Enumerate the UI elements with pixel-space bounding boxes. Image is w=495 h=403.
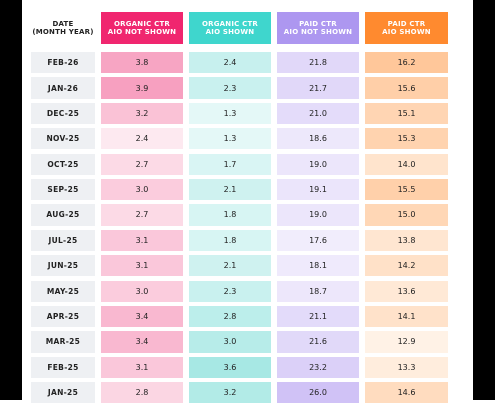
row-date: APR-25	[31, 305, 95, 328]
cell-organic-ctr-aio-shown: 2.4	[189, 52, 271, 74]
table-row: FEB-25 3.1 3.6 23.2 13.3	[31, 356, 460, 378]
cell-organic-ctr-aio-shown: 2.3	[189, 280, 271, 302]
cell-paid-ctr-aio-shown: 15.6	[365, 77, 448, 99]
row-date: DEC-25	[31, 102, 95, 125]
cell-organic-ctr-aio-not-shown: 3.0	[101, 178, 183, 201]
table-row: JAN-26 3.9 2.3 21.7 15.6	[31, 77, 460, 99]
cell-organic-ctr-aio-not-shown: 3.4	[101, 331, 183, 353]
cell-paid-ctr-aio-shown: 16.2	[365, 52, 448, 74]
row-date: MAR-25	[31, 331, 95, 353]
cell-organic-ctr-aio-not-shown: 3.2	[101, 102, 183, 125]
cell-paid-ctr-aio-not-shown: 19.0	[277, 204, 359, 226]
cell-organic-ctr-aio-shown: 3.2	[189, 382, 271, 403]
row-date: OCT-25	[31, 153, 95, 175]
cell-paid-ctr-aio-shown: 15.5	[365, 178, 448, 201]
cell-paid-ctr-aio-not-shown: 19.0	[277, 153, 359, 175]
table-row: APR-25 3.4 2.8 21.1 14.1	[31, 305, 460, 328]
cell-organic-ctr-aio-not-shown: 3.1	[101, 356, 183, 378]
cell-organic-ctr-aio-not-shown: 3.8	[101, 52, 183, 74]
cell-paid-ctr-aio-shown: 14.6	[365, 382, 448, 403]
row-date: JAN-25	[31, 382, 95, 403]
cell-paid-ctr-aio-shown: 13.3	[365, 356, 448, 378]
row-date: NOV-25	[31, 128, 95, 150]
cell-organic-ctr-aio-shown: 1.7	[189, 153, 271, 175]
cell-organic-ctr-aio-not-shown: 3.1	[101, 229, 183, 252]
cell-organic-ctr-aio-shown: 2.1	[189, 255, 271, 277]
cell-paid-ctr-aio-not-shown: 21.0	[277, 102, 359, 125]
row-date: JAN-26	[31, 77, 95, 99]
cell-paid-ctr-aio-not-shown: 21.1	[277, 305, 359, 328]
cell-paid-ctr-aio-shown: 15.3	[365, 128, 448, 150]
header-organic-ctr-aio-shown: ORGANIC CTR AIO SHOWN	[189, 12, 271, 44]
table-row: JUN-25 3.1 2.1 18.1 14.2	[31, 255, 460, 277]
row-date: FEB-26	[31, 52, 95, 74]
cell-paid-ctr-aio-not-shown: 23.2	[277, 356, 359, 378]
table-row: NOV-25 2.4 1.3 18.6 15.3	[31, 128, 460, 150]
table-row: JAN-25 2.8 3.2 26.0 14.6	[31, 382, 460, 403]
table-row: DEC-25 3.2 1.3 21.0 15.1	[31, 102, 460, 125]
cell-organic-ctr-aio-shown: 1.8	[189, 204, 271, 226]
cell-organic-ctr-aio-not-shown: 3.1	[101, 255, 183, 277]
cell-paid-ctr-aio-not-shown: 18.6	[277, 128, 359, 150]
cell-paid-ctr-aio-shown: 15.1	[365, 102, 448, 125]
row-date: JUL-25	[31, 229, 95, 252]
row-date: SEP-25	[31, 178, 95, 201]
cell-paid-ctr-aio-shown: 13.8	[365, 229, 448, 252]
table-body: FEB-26 3.8 2.4 21.8 16.2 JAN-26 3.9 2.3 21.7 15.6…	[31, 52, 460, 403]
header-paid-ctr-aio-shown: PAID CTR AIO SHOWN	[365, 12, 448, 44]
table-row: FEB-26 3.8 2.4 21.8 16.2	[31, 52, 460, 74]
table-row: MAR-25 3.4 3.0 21.6 12.9	[31, 331, 460, 353]
cell-organic-ctr-aio-shown: 1.3	[189, 102, 271, 125]
row-date: JUN-25	[31, 255, 95, 277]
row-date: AUG-25	[31, 204, 95, 226]
cell-organic-ctr-aio-shown: 2.8	[189, 305, 271, 328]
header-date: DATE (MONTH YEAR)	[31, 12, 95, 44]
table-row: SEP-25 3.0 2.1 19.1 15.5	[31, 178, 460, 201]
row-date: MAY-25	[31, 280, 95, 302]
cell-paid-ctr-aio-shown: 12.9	[365, 331, 448, 353]
cell-paid-ctr-aio-shown: 14.1	[365, 305, 448, 328]
header-paid-ctr-aio-not-shown: PAID CTR AIO NOT SHOWN	[277, 12, 359, 44]
cell-organic-ctr-aio-not-shown: 3.9	[101, 77, 183, 99]
cell-organic-ctr-aio-shown: 3.0	[189, 331, 271, 353]
cell-organic-ctr-aio-shown: 3.6	[189, 356, 271, 378]
header-organic-ctr-aio-not-shown: ORGANIC CTR AIO NOT SHOWN	[101, 12, 183, 44]
cell-organic-ctr-aio-not-shown: 2.8	[101, 382, 183, 403]
cell-organic-ctr-aio-shown: 1.8	[189, 229, 271, 252]
cell-paid-ctr-aio-not-shown: 21.6	[277, 331, 359, 353]
cell-organic-ctr-aio-not-shown: 2.7	[101, 204, 183, 226]
cell-paid-ctr-aio-not-shown: 21.8	[277, 52, 359, 74]
table-row: OCT-25 2.7 1.7 19.0 14.0	[31, 153, 460, 175]
cell-paid-ctr-aio-not-shown: 18.1	[277, 255, 359, 277]
cell-organic-ctr-aio-shown: 2.3	[189, 77, 271, 99]
cell-organic-ctr-aio-shown: 1.3	[189, 128, 271, 150]
cell-paid-ctr-aio-shown: 15.0	[365, 204, 448, 226]
cell-paid-ctr-aio-not-shown: 21.7	[277, 77, 359, 99]
ctr-table: DATE (MONTH YEAR) ORGANIC CTR AIO NOT SH…	[31, 12, 460, 403]
row-date: FEB-25	[31, 356, 95, 378]
cell-organic-ctr-aio-shown: 2.1	[189, 178, 271, 201]
cell-paid-ctr-aio-not-shown: 18.7	[277, 280, 359, 302]
cell-paid-ctr-aio-not-shown: 19.1	[277, 178, 359, 201]
cell-paid-ctr-aio-shown: 14.0	[365, 153, 448, 175]
cell-paid-ctr-aio-shown: 13.6	[365, 280, 448, 302]
table-header-row: DATE (MONTH YEAR) ORGANIC CTR AIO NOT SH…	[31, 12, 460, 44]
cell-organic-ctr-aio-not-shown: 2.7	[101, 153, 183, 175]
table-row: AUG-25 2.7 1.8 19.0 15.0	[31, 204, 460, 226]
cell-paid-ctr-aio-shown: 14.2	[365, 255, 448, 277]
cell-paid-ctr-aio-not-shown: 17.6	[277, 229, 359, 252]
cell-organic-ctr-aio-not-shown: 3.0	[101, 280, 183, 302]
table-row: JUL-25 3.1 1.8 17.6 13.8	[31, 229, 460, 252]
cell-paid-ctr-aio-not-shown: 26.0	[277, 382, 359, 403]
table-row: MAY-25 3.0 2.3 18.7 13.6	[31, 280, 460, 302]
left-black-border	[0, 0, 22, 400]
cell-organic-ctr-aio-not-shown: 3.4	[101, 305, 183, 328]
right-black-border	[473, 0, 495, 400]
cell-organic-ctr-aio-not-shown: 2.4	[101, 128, 183, 150]
